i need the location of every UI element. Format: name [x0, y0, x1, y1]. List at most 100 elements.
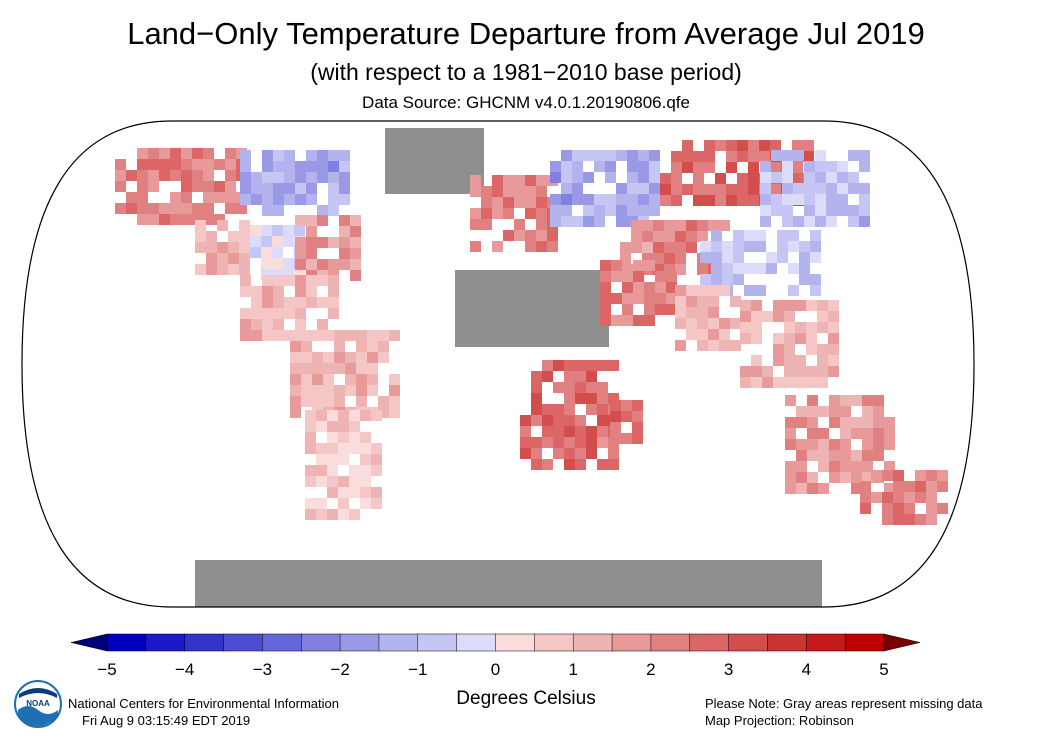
anomaly-cell: [350, 248, 361, 259]
anomaly-cell: [327, 560, 338, 571]
anomaly-cell: [426, 560, 437, 571]
anomaly-cell: [766, 252, 777, 263]
chart-title: Land−Only Temperature Departure from Ave…: [127, 16, 925, 51]
anomaly-cell: [181, 203, 192, 214]
anomaly-cell: [240, 319, 251, 330]
anomaly-cell: [477, 270, 488, 281]
anomaly-cell: [686, 307, 697, 318]
anomaly-cell: [690, 604, 701, 607]
anomaly-cell: [338, 432, 349, 443]
anomaly-cell: [690, 560, 701, 571]
anomaly-cell: [627, 183, 638, 194]
anomaly-cell: [807, 483, 818, 494]
anomaly-cell: [575, 360, 586, 371]
anomaly-cell: [806, 344, 817, 355]
colorbar-tick-label: 5: [879, 660, 889, 679]
anomaly-cell: [323, 352, 334, 363]
anomaly-cell: [492, 197, 503, 208]
anomaly-cell: [708, 340, 719, 351]
anomaly-cell: [837, 205, 848, 216]
anomaly-cell: [734, 593, 745, 604]
anomaly-cell: [811, 593, 822, 604]
anomaly-cell: [789, 593, 800, 604]
anomaly-cell: [371, 487, 382, 498]
anomaly-cell: [635, 593, 646, 604]
anomaly-cell: [525, 560, 536, 571]
anomaly-cell: [616, 205, 627, 216]
anomaly-cell: [338, 487, 349, 498]
anomaly-cell: [477, 303, 488, 314]
anomaly-cell: [510, 314, 521, 325]
anomaly-cell: [440, 139, 451, 150]
anomaly-cell: [771, 205, 782, 216]
anomaly-cell: [525, 230, 536, 241]
anomaly-cell: [250, 593, 261, 604]
anomaly-cell: [159, 203, 170, 214]
anomaly-cell: [767, 582, 778, 593]
anomaly-cell: [873, 428, 884, 439]
anomaly-cell: [708, 329, 719, 340]
anomaly-cell: [283, 560, 294, 571]
anomaly-cell: [181, 192, 192, 203]
anomaly-cell: [327, 593, 338, 604]
anomaly-cell: [708, 296, 719, 307]
anomaly-cell: [250, 225, 261, 236]
anomaly-cell: [624, 604, 635, 607]
anomaly-cell: [338, 571, 349, 582]
anomaly-cell: [666, 282, 677, 293]
anomaly-cell: [773, 355, 784, 366]
anomaly-cell: [815, 172, 826, 183]
data-source: Data Source: GHCNM v4.0.1.20190806.qfe: [362, 93, 690, 112]
anomaly-cell: [290, 363, 301, 374]
anomaly-cell: [170, 214, 181, 225]
anomaly-cell: [393, 582, 404, 593]
anomaly-cell: [466, 281, 477, 292]
anomaly-cell: [771, 150, 782, 161]
anomaly-cell: [284, 150, 295, 161]
anomaly-cell: [778, 593, 789, 604]
anomaly-cell: [610, 411, 621, 422]
anomaly-cell: [664, 242, 675, 253]
anomaly-cell: [317, 297, 328, 308]
anomaly-cell: [622, 282, 633, 293]
anomaly-cell: [690, 582, 701, 593]
anomaly-cell: [633, 282, 644, 293]
anomaly-cell: [807, 450, 818, 461]
anomaly-cell: [251, 308, 262, 319]
anomaly-cell: [407, 183, 418, 194]
anomaly-cell: [437, 604, 448, 607]
anomaly-cell: [371, 498, 382, 509]
anomaly-cell: [327, 454, 338, 465]
anomaly-cell: [228, 604, 239, 607]
anomaly-cell: [565, 292, 576, 303]
anomaly-cell: [810, 230, 821, 241]
anomaly-cell: [547, 241, 558, 252]
anomaly-cell: [466, 325, 477, 336]
anomaly-cell: [514, 230, 525, 241]
anomaly-cell: [697, 318, 708, 329]
anomaly-cell: [730, 296, 741, 307]
anomaly-cell: [470, 593, 481, 604]
anomaly-cell: [316, 443, 327, 454]
anomaly-cell: [554, 336, 565, 347]
anomaly-cell: [572, 150, 583, 161]
colorbar-segment: [728, 633, 769, 652]
anomaly-cell: [396, 150, 407, 161]
anomaly-cell: [804, 161, 815, 172]
anomaly-cell: [389, 407, 400, 418]
anomaly-cell: [649, 150, 660, 161]
anomaly-cell: [514, 593, 525, 604]
anomaly-cell: [777, 252, 788, 263]
anomaly-cell: [521, 325, 532, 336]
anomaly-cell: [305, 421, 316, 432]
colorbar-tick-label: −5: [97, 660, 117, 679]
anomaly-cell: [789, 604, 800, 607]
anomaly-cell: [543, 314, 554, 325]
anomaly-cell: [305, 476, 316, 487]
anomaly-cell: [701, 593, 712, 604]
anomaly-cell: [784, 333, 795, 344]
anomaly-cell: [272, 604, 283, 607]
anomaly-cell: [488, 314, 499, 325]
anomaly-cell: [553, 404, 564, 415]
anomaly-cell: [488, 281, 499, 292]
